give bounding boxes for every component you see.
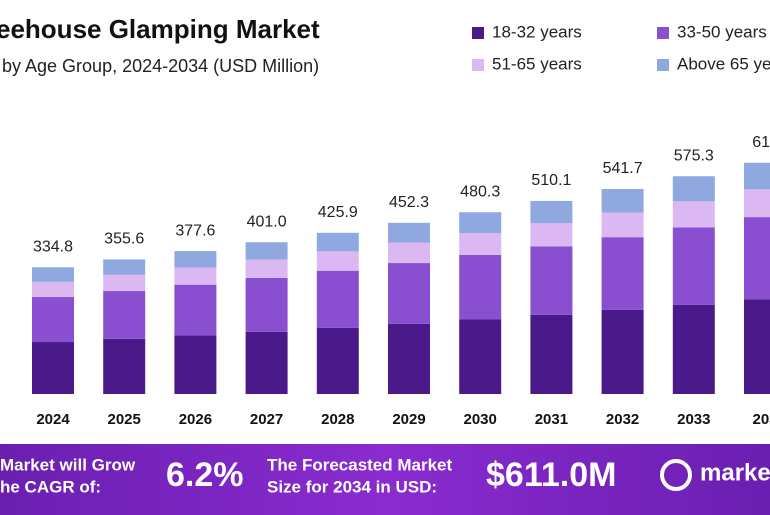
bar-segment (32, 297, 74, 343)
bar-segment (388, 323, 430, 394)
total-label: 541.7 (603, 160, 643, 177)
bar-segment (672, 201, 715, 228)
cagr-text: Market will Grow (0, 455, 136, 474)
bar-segment (245, 242, 288, 260)
x-tick-label: 2028 (321, 411, 354, 428)
x-tick-label: 2032 (606, 411, 639, 428)
chart-subtitle: by Age Group, 2024-2034 (USD Million) (2, 56, 319, 76)
bar-segment (245, 259, 288, 278)
legend-label: Above 65 ye (677, 54, 770, 73)
bar-segment (388, 263, 430, 324)
legend-label: 33-50 years (677, 22, 767, 41)
total-label: 401.0 (247, 213, 287, 230)
bar-segment (459, 233, 502, 255)
bar-segment (388, 242, 430, 264)
bar-segment (32, 267, 74, 282)
total-label: 334.8 (33, 239, 73, 256)
bar-segment (388, 222, 430, 243)
total-label: 611 (752, 134, 770, 151)
bar-segment (601, 188, 644, 213)
x-tick-label: 2025 (108, 411, 141, 428)
bar-segment (174, 335, 217, 394)
bar-segment (530, 200, 573, 224)
footer-banner (0, 444, 770, 515)
x-tick-label: 2031 (535, 411, 568, 428)
bar-segment (459, 254, 502, 320)
bar-segment (174, 267, 217, 285)
bar-segment (32, 342, 74, 394)
x-tick-label: 2033 (677, 411, 710, 428)
bar-segment (601, 237, 644, 310)
cagr-value: 6.2% (166, 456, 244, 494)
legend-swatch (657, 59, 669, 71)
forecast-text: Size for 2034 in USD: (267, 477, 437, 496)
bar-segment (103, 274, 146, 292)
total-label: 452.3 (389, 194, 429, 211)
bar-segment (672, 304, 715, 394)
bar-segment (601, 212, 644, 238)
legend-swatch (657, 27, 669, 39)
bar-segment (459, 212, 502, 234)
x-tick-label: 2030 (464, 411, 497, 428)
legend-label: 51-65 years (492, 54, 582, 73)
legend-swatch (472, 59, 484, 71)
bar-segment (530, 223, 573, 247)
bar-segment (744, 217, 770, 300)
total-label: 575.3 (674, 147, 714, 164)
bar-segment (744, 162, 770, 190)
bar-segment (174, 251, 217, 268)
bar-segment (245, 331, 288, 394)
bar-segment (32, 281, 74, 298)
forecast-text: The Forecasted Market (267, 455, 453, 474)
bar-segment (103, 259, 146, 275)
x-tick-label: 2027 (250, 411, 283, 428)
x-tick-label: 2024 (36, 411, 70, 428)
bar-segment (530, 314, 573, 394)
bar-segment (459, 319, 502, 394)
bar-segment (316, 251, 359, 271)
x-tick-label: 2026 (179, 411, 212, 428)
bar-segment (744, 299, 770, 394)
total-label: 355.6 (104, 231, 144, 248)
bar-segment (672, 227, 715, 305)
bar-segment (103, 291, 146, 339)
forecast-value: $611.0M (486, 456, 616, 494)
logo-icon (660, 459, 692, 491)
bar-segment (316, 232, 359, 252)
bar-segment (245, 277, 288, 332)
bar-segment (103, 338, 146, 394)
bar-segment (316, 327, 359, 394)
total-label: 425.9 (318, 204, 358, 221)
bar-segment (672, 176, 715, 202)
total-label: 377.6 (175, 222, 215, 239)
x-tick-label: 203 (752, 411, 770, 428)
legend-swatch (472, 27, 484, 39)
bar-segment (530, 246, 573, 315)
total-label: 510.1 (531, 172, 571, 189)
total-label: 480.3 (460, 183, 500, 200)
cagr-text: he CAGR of: (0, 477, 101, 496)
chart-title: eehouse Glamping Market (0, 14, 320, 44)
bar-segment (601, 309, 644, 394)
bar-segment (744, 189, 770, 218)
x-tick-label: 2029 (392, 411, 425, 428)
logo: market (700, 459, 770, 486)
bar-segment (316, 270, 359, 328)
bar-segment (174, 284, 217, 336)
legend-label: 18-32 years (492, 22, 582, 41)
